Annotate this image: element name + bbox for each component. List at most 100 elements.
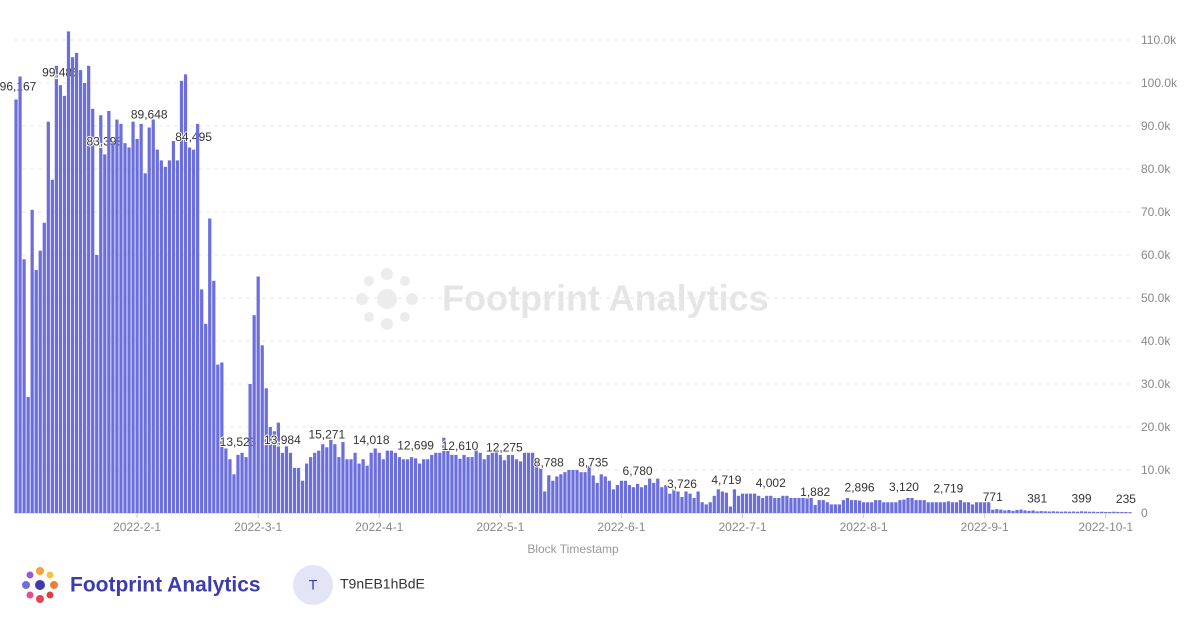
bar	[1092, 511, 1096, 513]
bar	[14, 99, 18, 513]
bar	[926, 502, 930, 513]
value-label: 84,495	[175, 130, 212, 144]
bar	[712, 495, 716, 513]
bar	[571, 470, 575, 513]
bar	[244, 457, 248, 513]
bar	[781, 495, 785, 513]
bar	[761, 497, 765, 513]
y-tick-label: 90.0k	[1141, 119, 1171, 133]
bar	[575, 470, 579, 513]
bar	[769, 495, 773, 513]
bar	[748, 493, 753, 513]
bar	[696, 491, 700, 513]
bar	[1043, 511, 1047, 513]
bar	[950, 502, 955, 513]
bar	[878, 500, 882, 513]
bar	[720, 491, 724, 513]
bar	[886, 502, 890, 513]
bar	[300, 480, 305, 513]
bar	[656, 478, 660, 513]
value-label: 771	[983, 490, 1003, 504]
bar	[987, 502, 991, 513]
bar	[962, 502, 967, 513]
bar	[773, 497, 777, 513]
bar	[732, 489, 737, 513]
bar	[518, 461, 523, 513]
bar	[639, 487, 644, 513]
value-label: 2,719	[933, 481, 963, 495]
bar	[470, 457, 474, 513]
bar	[183, 74, 188, 514]
bar	[95, 255, 99, 513]
bar	[660, 487, 664, 513]
y-tick-label: 100.0k	[1141, 76, 1178, 90]
bar	[438, 452, 442, 513]
bar	[1083, 511, 1088, 513]
bar	[111, 143, 115, 513]
bar	[1007, 509, 1011, 513]
bar	[1063, 511, 1068, 513]
bar	[175, 160, 180, 513]
bar	[785, 495, 789, 513]
bar	[256, 276, 260, 513]
bar	[882, 502, 886, 513]
bar	[821, 500, 825, 513]
bar	[801, 497, 805, 513]
bar	[539, 467, 543, 513]
bar	[845, 497, 850, 513]
value-label: 399	[1072, 491, 1092, 505]
bar	[58, 85, 63, 513]
bar	[143, 173, 147, 514]
bar	[543, 491, 547, 513]
bar	[870, 502, 874, 513]
bar	[979, 502, 983, 513]
bar	[817, 500, 821, 513]
bar	[1059, 511, 1063, 513]
bar	[260, 345, 264, 513]
bar	[18, 76, 22, 514]
bar	[466, 457, 470, 513]
bar	[910, 497, 914, 513]
bar	[970, 504, 975, 513]
x-tick-label: 2022-5-1	[476, 520, 524, 534]
bar	[236, 454, 240, 513]
bar	[385, 450, 389, 513]
bar	[906, 497, 910, 513]
bar	[418, 463, 422, 513]
bar	[365, 465, 369, 513]
bar	[1039, 511, 1043, 513]
bar	[482, 459, 486, 513]
bar	[688, 493, 692, 513]
bar	[204, 323, 208, 513]
bar	[680, 496, 684, 513]
bar	[535, 459, 539, 513]
bar	[494, 448, 498, 513]
x-tick-label: 2022-2-1	[113, 520, 161, 534]
bar	[212, 280, 216, 513]
bar	[83, 83, 87, 513]
bar	[983, 502, 987, 513]
x-tick-label: 2022-9-1	[961, 520, 1009, 534]
bar	[587, 465, 591, 513]
bar	[401, 459, 406, 513]
bar	[159, 160, 163, 513]
bar	[486, 454, 490, 513]
bar	[103, 154, 107, 513]
user-name: T9nEB1hBdE	[340, 576, 425, 592]
bar	[66, 31, 71, 514]
bar	[337, 457, 341, 513]
bar	[478, 452, 482, 513]
bar	[809, 497, 813, 513]
bar	[422, 459, 426, 513]
bar	[603, 476, 607, 513]
bar	[228, 459, 232, 513]
bar	[224, 448, 228, 513]
value-label: 89,648	[131, 108, 168, 122]
y-tick-label: 70.0k	[1141, 205, 1171, 219]
bar	[918, 500, 922, 513]
bar	[611, 489, 615, 513]
value-label: 12,610	[442, 439, 479, 453]
value-label: 381	[1027, 492, 1047, 506]
bar	[216, 364, 220, 513]
